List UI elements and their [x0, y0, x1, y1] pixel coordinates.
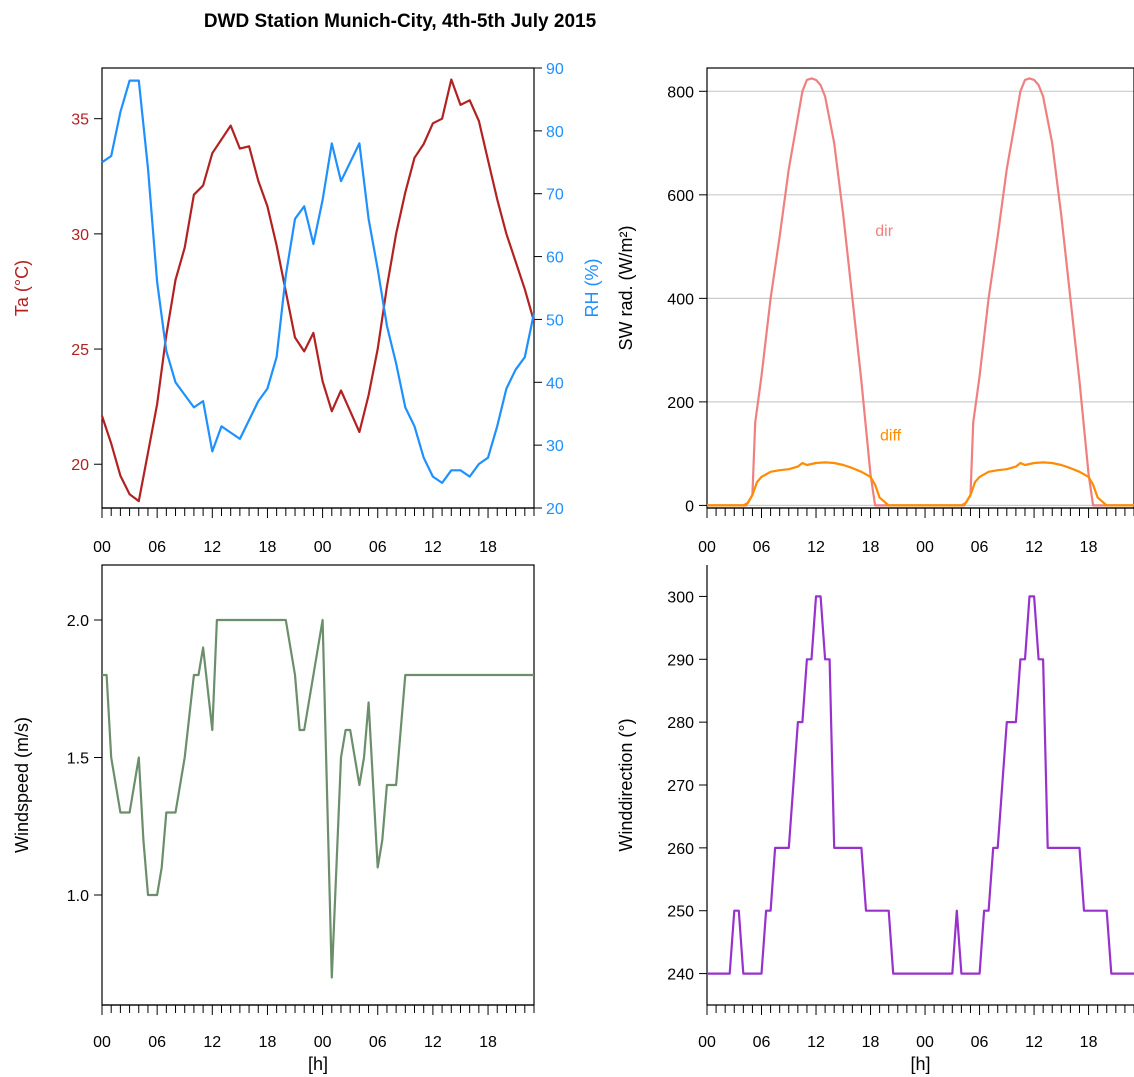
temperature-humidity-panel: 00 06 12 18 00 06 12 18 20 25 30 35 Ta (°C) 20 30 40 50 6… — [12, 61, 602, 556]
y-right-tick-label: 70 — [546, 187, 564, 204]
sw-radiation-panel: 00 06 12 18 00 06 12 18 0 200 400 600 800 SW rad. (W/… — [616, 67, 1134, 556]
x-tick-label: 12 — [1025, 1034, 1043, 1051]
y-tick-label: 800 — [667, 84, 694, 101]
series-annotation: diff — [880, 428, 902, 445]
y-tick-label: 200 — [667, 395, 694, 412]
y-right-tick-label: 80 — [546, 124, 564, 141]
x-tick-label: 18 — [479, 539, 497, 556]
x-tick-label: 12 — [1025, 539, 1043, 556]
x-tick-label: 06 — [369, 1034, 387, 1051]
series-line — [102, 618, 534, 979]
y-right-tick-label: 30 — [546, 438, 564, 455]
y-tick-label: 300 — [667, 589, 694, 606]
x-tick-label: 12 — [807, 1034, 825, 1051]
x-tick-label: 18 — [1080, 1034, 1098, 1051]
y-tick-label: 260 — [667, 841, 694, 858]
x-tick-label: 06 — [369, 539, 387, 556]
y-tick-label: 0 — [685, 498, 694, 515]
figure-title: DWD Station Munich-City, 4th-5th July 20… — [204, 11, 597, 32]
x-tick-label: 12 — [424, 1034, 442, 1051]
x-tick-label: 18 — [862, 539, 880, 556]
y-tick-label: 600 — [667, 188, 694, 205]
x-axis-label: [h] — [308, 1054, 328, 1074]
y-tick-label: 1.5 — [67, 751, 89, 768]
plot-frame — [101, 564, 535, 1006]
y-right-tick-label: 20 — [546, 501, 564, 518]
x-tick-label: 00 — [916, 539, 934, 556]
x-tick-label: 00 — [916, 1034, 934, 1051]
y-tick-label: 35 — [71, 112, 89, 129]
y-tick-label: 20 — [71, 457, 89, 474]
series-annotation: dir — [875, 223, 893, 240]
y-tick-label: 280 — [667, 715, 694, 732]
x-tick-label: 06 — [753, 539, 771, 556]
y-tick-label: 2.0 — [67, 613, 89, 630]
winddirection-panel: 00 06 12 18 00 06 12 18 [h] 240 250 260 270 280 290 300… — [616, 565, 1134, 1074]
x-tick-label: 00 — [93, 539, 111, 556]
x-tick-label: 18 — [1080, 539, 1098, 556]
y-tick-label: 1.0 — [67, 888, 89, 905]
x-tick-label: 18 — [259, 1034, 277, 1051]
y-tick-label: 270 — [667, 778, 694, 795]
y-axis-label: Ta (°C) — [12, 260, 32, 316]
x-tick-label: 12 — [807, 539, 825, 556]
y-right-tick-label: 90 — [546, 61, 564, 78]
y-tick-label: 290 — [667, 652, 694, 669]
y-tick-label: 30 — [71, 227, 89, 244]
x-tick-label: 18 — [862, 1034, 880, 1051]
windspeed-panel: 00 06 12 18 00 06 12 18 [h] 1.0 1.5 2.0 Windspeed (m… — [12, 564, 535, 1074]
x-tick-label: 00 — [314, 1034, 332, 1051]
x-tick-label: 06 — [148, 1034, 166, 1051]
x-tick-label: 12 — [203, 1034, 221, 1051]
y-right-tick-label: 40 — [546, 375, 564, 392]
y-tick-label: 240 — [667, 967, 694, 984]
y-tick-label: 400 — [667, 291, 694, 308]
y-right-axis-label: RH (%) — [582, 259, 602, 318]
x-tick-label: 00 — [314, 539, 332, 556]
y-tick-label: 25 — [71, 342, 89, 359]
y-right-tick-label: 50 — [546, 312, 564, 329]
series-line — [707, 461, 1134, 507]
x-tick-label: 12 — [424, 539, 442, 556]
x-tick-label: 18 — [479, 1034, 497, 1051]
x-axis-label: [h] — [910, 1054, 930, 1074]
series-line — [100, 78, 536, 503]
series-line — [101, 79, 536, 484]
x-tick-label: 06 — [971, 539, 989, 556]
y-axis-label: Windspeed (m/s) — [12, 717, 32, 853]
x-tick-label: 12 — [203, 539, 221, 556]
y-axis-label: SW rad. (W/m²) — [616, 226, 636, 351]
x-tick-label: 00 — [93, 1034, 111, 1051]
series-line — [707, 595, 1134, 975]
x-tick-label: 18 — [259, 539, 277, 556]
x-tick-label: 06 — [148, 539, 166, 556]
x-tick-label: 06 — [753, 1034, 771, 1051]
series-line — [707, 77, 1134, 507]
y-right-tick-label: 60 — [546, 250, 564, 267]
plot-frame — [101, 67, 535, 509]
x-tick-label: 00 — [698, 1034, 716, 1051]
x-tick-label: 00 — [698, 539, 716, 556]
y-axis-label: Winddirection (°) — [616, 718, 636, 851]
x-tick-label: 06 — [971, 1034, 989, 1051]
y-tick-label: 250 — [667, 904, 694, 921]
